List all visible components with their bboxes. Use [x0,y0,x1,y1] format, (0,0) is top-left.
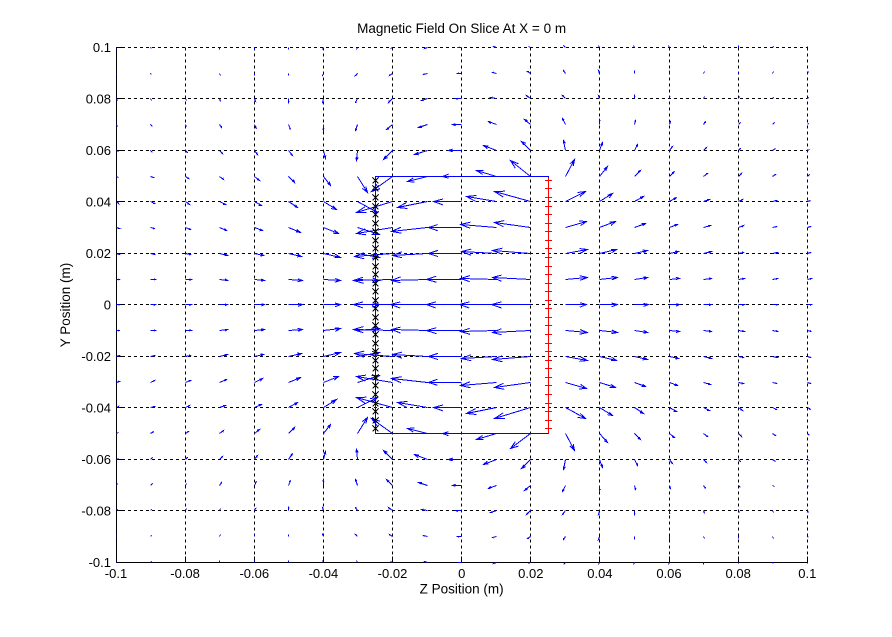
svg-text:0.04: 0.04 [86,194,111,209]
svg-text:-0.02: -0.02 [81,349,111,364]
svg-text:0.02: 0.02 [86,246,111,261]
svg-text:Magnetic Field On Slice At X =: Magnetic Field On Slice At X = 0 m [357,21,566,36]
svg-text:0.02: 0.02 [518,566,543,581]
svg-text:0.06: 0.06 [86,143,111,158]
svg-text:-0.02: -0.02 [378,566,408,581]
svg-text:-0.1: -0.1 [89,555,111,570]
svg-text:0: 0 [458,566,465,581]
svg-text:Z Position (m): Z Position (m) [420,582,504,597]
svg-text:-0.08: -0.08 [81,504,111,519]
svg-text:0.08: 0.08 [726,566,751,581]
svg-text:0.06: 0.06 [656,566,681,581]
svg-text:-0.06: -0.06 [81,452,111,467]
svg-text:-0.06: -0.06 [239,566,269,581]
svg-text:0: 0 [104,297,111,312]
svg-text:0.1: 0.1 [798,566,816,581]
svg-text:-0.04: -0.04 [309,566,339,581]
svg-text:0.04: 0.04 [587,566,612,581]
svg-text:0.08: 0.08 [86,91,111,106]
svg-text:-0.04: -0.04 [81,401,111,416]
svg-text:0.1: 0.1 [93,40,111,55]
svg-text:-0.1: -0.1 [105,566,127,581]
svg-text:Y Position (m): Y Position (m) [58,263,73,348]
svg-text:-0.08: -0.08 [170,566,200,581]
